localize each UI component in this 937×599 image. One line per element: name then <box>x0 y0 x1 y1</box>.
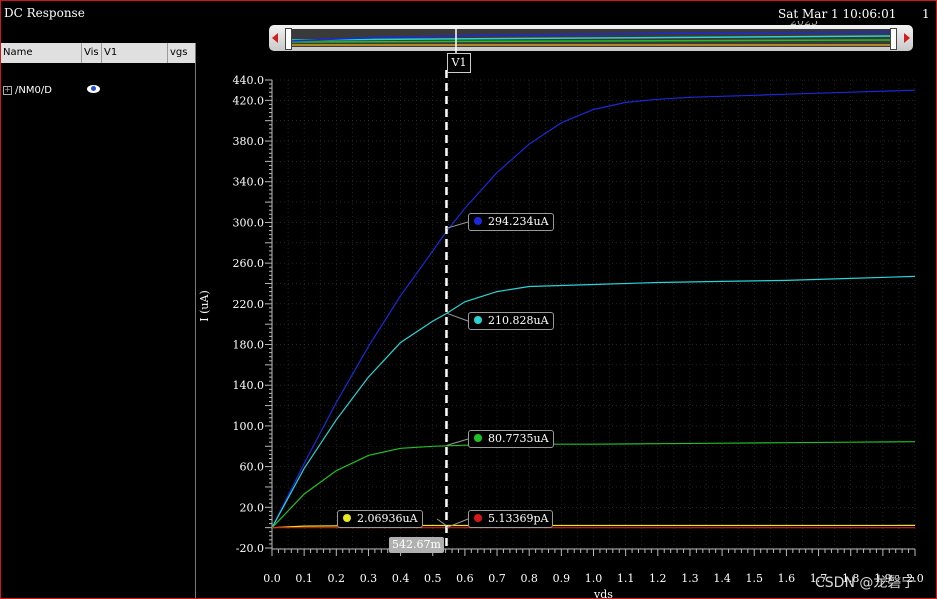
x-tick-label: 1.4 <box>713 572 731 585</box>
x-tick-label: 1.6 <box>778 572 796 585</box>
overview-waves <box>291 31 891 46</box>
marker-dot-icon <box>474 514 482 522</box>
x-tick-label: 0.3 <box>360 572 378 585</box>
scroll-handle-left[interactable] <box>285 28 292 50</box>
timestamp-year: 2025 <box>790 21 840 27</box>
marker-label-2[interactable]: 80.7735uA <box>468 430 554 448</box>
y-tick-label: 100.0 <box>233 420 265 433</box>
x-tick-label: 0.0 <box>263 572 281 585</box>
x-tick-label: 1.9 <box>874 572 892 585</box>
marker-label-1[interactable]: 210.828uA <box>468 312 554 330</box>
series-line-1 <box>271 275 916 528</box>
y-tick-label: 440.0 <box>233 74 265 87</box>
series-line-3 <box>271 524 916 529</box>
marker-dot-icon <box>343 514 351 522</box>
col-name[interactable]: Name <box>3 47 33 58</box>
cursor-label[interactable]: V1 <box>447 53 471 73</box>
marker-dot-icon <box>474 434 482 442</box>
timestamp: Sat Mar 1 10:06:01 <box>778 7 897 21</box>
x-tick-label: 1.8 <box>842 572 860 585</box>
x-tick-label: 0.4 <box>392 572 410 585</box>
marker-dot-icon <box>474 217 482 225</box>
col-v1[interactable]: V1 <box>104 47 118 58</box>
marker-value: 80.7735uA <box>488 432 549 445</box>
visibility-eye-icon[interactable] <box>87 85 100 93</box>
x-axis-label: vds <box>593 588 613 599</box>
col-vis[interactable]: Vis <box>84 47 99 58</box>
marker-leader <box>446 312 469 322</box>
x-tick-label: 0.8 <box>520 572 538 585</box>
y-tick-label: 140.0 <box>233 379 265 392</box>
watermark: CSDN @龙磬宁 <box>815 575 916 591</box>
page-number: 1 <box>922 7 930 21</box>
signal-name: /NM0/D <box>15 85 52 96</box>
scroll-left-arrow-icon[interactable] <box>272 33 278 43</box>
marker-leader <box>436 518 447 526</box>
y-tick-label: 300.0 <box>233 216 265 229</box>
scroll-right-arrow-icon[interactable] <box>904 33 910 43</box>
marker-value: 210.828uA <box>488 314 549 327</box>
series-line-0 <box>271 89 916 528</box>
y-tick-label: 180.0 <box>233 339 265 352</box>
y-tick-label: 380.0 <box>233 135 265 148</box>
y-tick-label: 220.0 <box>233 298 265 311</box>
col-vgs[interactable]: vgs <box>170 47 188 58</box>
y-tick-label: 260.0 <box>233 257 265 270</box>
x-tick-label: 0.2 <box>328 572 346 585</box>
marker-value: 294.234uA <box>488 215 549 228</box>
col-separator <box>81 43 82 63</box>
marker-leader <box>446 221 469 229</box>
timestamp-year-text: 2025 <box>790 21 818 27</box>
y-tick-label: 20.0 <box>240 501 265 514</box>
x-tick-label: 1.5 <box>746 572 764 585</box>
y-axis-label: I (uA) <box>198 290 211 321</box>
signal-row[interactable]: +/NM0/D <box>3 85 52 96</box>
marker-value: 2.06936uA <box>357 512 418 525</box>
window-title: DC Response <box>4 6 85 20</box>
zoom-scrollbar[interactable] <box>269 25 913 51</box>
y-tick-label: 420.0 <box>233 94 265 107</box>
scroll-handle-right[interactable] <box>890 28 897 50</box>
x-tick-label: 1.2 <box>649 572 667 585</box>
x-tick-label: 0.1 <box>295 572 313 585</box>
marker-label-0[interactable]: 294.234uA <box>468 213 554 231</box>
x-tick-label: 0.5 <box>424 572 442 585</box>
col-separator <box>101 43 102 63</box>
overview-track[interactable] <box>291 29 891 47</box>
x-tick-label: 1.0 <box>585 572 603 585</box>
marker-value: 5.13369pA <box>488 512 549 525</box>
marker-leader <box>446 518 469 529</box>
x-tick-label: 1.3 <box>681 572 699 585</box>
x-tick-label: 0.6 <box>456 572 474 585</box>
browser-column-header: Name Vis V1 vgs <box>1 43 195 63</box>
y-tick-label: 340.0 <box>233 176 265 189</box>
x-tick-label: 0.7 <box>488 572 506 585</box>
x-tick-label: 2.0 <box>906 572 924 585</box>
y-tick-label: 60.0 <box>240 461 265 474</box>
signal-browser: Name Vis V1 vgs +/NM0/D <box>1 43 196 598</box>
x-tick-label: 1.1 <box>617 572 635 585</box>
y-tick-label: -20.0 <box>236 542 264 555</box>
col-separator <box>167 43 168 63</box>
marker-leader <box>446 438 469 446</box>
x-tick-label: 0.9 <box>553 572 571 585</box>
marker-dot-icon <box>474 316 482 324</box>
marker-label-3[interactable]: 2.06936uA <box>337 510 423 528</box>
x-tick-label: 1.7 <box>810 572 828 585</box>
expand-icon[interactable]: + <box>3 85 12 95</box>
marker-label-4[interactable]: 5.13369pA <box>468 510 554 528</box>
cursor-x-value: 542.67m <box>389 537 444 553</box>
